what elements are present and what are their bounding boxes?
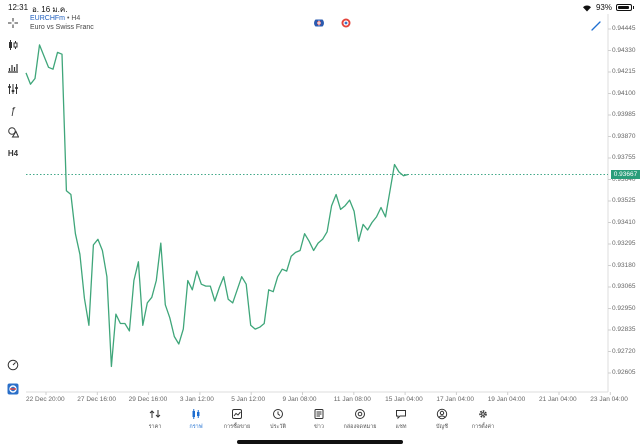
y-tick-label: 0.93640 [612, 175, 636, 183]
mail-icon [355, 409, 365, 419]
nav-mailbox[interactable]: กล่องจดหมาย [340, 408, 380, 431]
nav-history[interactable]: ประวัติ [258, 408, 298, 431]
x-tick-label: 9 Jan 08:00 [282, 396, 317, 403]
status-bar: 12:31 อ. 16 ม.ค. 93% [0, 0, 640, 14]
pencil-icon[interactable] [590, 20, 602, 32]
timeframe-label: H4 [7, 148, 19, 158]
nav-accounts[interactable]: บัญชี [422, 408, 462, 431]
symbol-header[interactable]: EURCHFm • H4 Euro vs Swiss Franc [30, 14, 94, 32]
history-icon [273, 409, 283, 419]
status-time: 12:31 [8, 3, 29, 12]
y-tick-label: 0.94445 [612, 25, 636, 32]
y-tick-label: 0.93870 [612, 132, 636, 140]
bars-icon[interactable] [6, 60, 20, 74]
y-tick-label: 0.94330 [612, 46, 636, 54]
x-tick-label: 22 Dec 20:00 [26, 396, 65, 403]
y-tick-label: 0.92605 [612, 369, 636, 376]
chat-icon [396, 410, 406, 420]
symbol-description: Euro vs Swiss Franc [30, 24, 94, 31]
y-tick-label: 0.92720 [612, 347, 636, 355]
x-tick-label: 11 Jan 08:00 [333, 396, 371, 403]
x-tick-label: 29 Dec 16:00 [128, 396, 168, 403]
speedometer-icon[interactable] [6, 358, 20, 372]
y-tick-label: 0.92950 [612, 304, 636, 312]
nav-label: แชท [395, 424, 407, 430]
nav-trade[interactable]: การซื้อขาย [217, 408, 257, 431]
timeframe-button[interactable]: H4 [6, 146, 20, 160]
bottom-nav: ราคา กราฟ การซื้อขาย ประวัติ ข่าว กล่องจดหมาย… [0, 404, 640, 447]
candles-icon[interactable] [6, 38, 20, 52]
x-tick-label: 15 Jan 04:00 [385, 396, 423, 403]
currency-flags [314, 18, 351, 28]
chart-icon [192, 409, 200, 419]
y-tick-label: 0.93295 [612, 240, 636, 247]
y-tick-label: 0.93525 [612, 197, 636, 204]
nav-label: กล่องจดหมาย [343, 424, 377, 430]
home-indicator [237, 440, 403, 444]
x-tick-label: 21 Jan 04:00 [539, 396, 577, 403]
x-tick-label: 19 Jan 04:00 [487, 396, 526, 403]
nav-chat[interactable]: แชท [381, 408, 421, 431]
y-tick-label: 0.93065 [612, 283, 636, 290]
left-toolbar: ƒ H4 [0, 14, 26, 404]
y-tick-label: 0.93180 [612, 261, 636, 269]
y-tick-label: 0.93985 [612, 111, 636, 118]
nav-settings[interactable]: การตั้งค่า [463, 408, 503, 431]
quotes-icon [149, 410, 161, 418]
function-glyph: ƒ [10, 105, 16, 117]
news-icon [314, 409, 324, 419]
function-icon[interactable]: ƒ [6, 104, 20, 118]
current-price-tag: 0.93667 [611, 169, 640, 179]
nav-label: ราคา [148, 424, 162, 430]
crosshair-icon[interactable] [6, 16, 20, 30]
wifi-icon [582, 5, 591, 11]
account-icon [436, 408, 448, 420]
x-tick-label: 27 Dec 16:00 [77, 396, 116, 403]
nav-label: การตั้งค่า [471, 424, 495, 430]
trade-icon [232, 409, 242, 419]
x-tick-label: 17 Jan 04:00 [436, 396, 474, 403]
nav-label: บัญชี [436, 424, 448, 430]
nav-news[interactable]: ข่าว [299, 408, 339, 431]
battery-percent: 93% [595, 3, 612, 12]
symbol-code: EURCHFm [30, 15, 65, 22]
y-tick-label: 0.93755 [612, 154, 636, 161]
battery-icon [616, 4, 634, 11]
nav-quotes[interactable]: ราคา [135, 408, 175, 431]
indicators-icon[interactable] [6, 82, 20, 96]
x-tick-label: 23 Jan 04:00 [590, 396, 628, 403]
y-tick-label: 0.92835 [612, 326, 636, 333]
eu-flag-icon[interactable] [314, 18, 324, 28]
nav-charts[interactable]: กราฟ [176, 408, 216, 431]
shapes-icon[interactable] [6, 125, 20, 139]
nav-label: ข่าว [314, 424, 324, 430]
nav-label: การซื้อขาย [223, 424, 251, 430]
symbol-separator: • [66, 15, 70, 22]
symbol-timeframe: H4 [71, 15, 81, 22]
y-tick-label: 0.93410 [612, 218, 636, 226]
swiss-franc-icon[interactable] [341, 18, 351, 28]
nav-label: ประวัติ [269, 424, 287, 430]
status-date: อ. 16 ม.ค. [32, 5, 68, 14]
x-tick-label: 5 Jan 12:00 [231, 396, 266, 403]
price-chart[interactable] [0, 0, 640, 404]
x-tick-label: 3 Jan 12:00 [179, 396, 214, 403]
y-tick-label: 0.94215 [612, 68, 636, 75]
nav-label: กราฟ [189, 424, 203, 430]
price-series-line [25, 44, 409, 368]
gear-icon [479, 410, 487, 418]
broker-logo-icon[interactable] [6, 382, 20, 396]
y-tick-label: 0.94100 [612, 89, 636, 97]
